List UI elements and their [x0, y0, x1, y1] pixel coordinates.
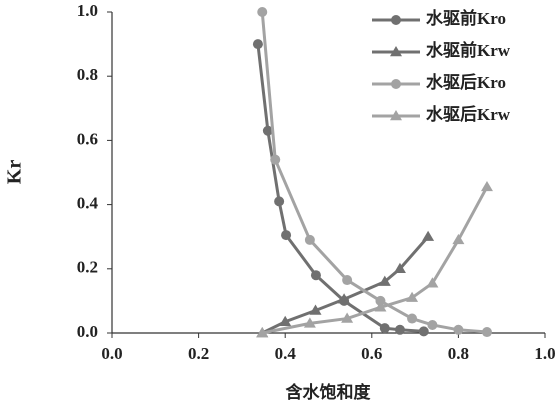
- data-point: [481, 327, 492, 338]
- data-point: [427, 319, 438, 330]
- y-tick-label: 1.0: [77, 1, 98, 20]
- x-tick-label: 0.0: [101, 344, 122, 363]
- series-line: [261, 186, 489, 335]
- legend-label: 水驱后Krw: [426, 104, 511, 124]
- y-tick-label: 0.0: [77, 322, 98, 341]
- data-point: [407, 313, 418, 324]
- data-point: [375, 295, 386, 306]
- data-point: [256, 327, 269, 338]
- data-point: [338, 293, 351, 304]
- data-point: [422, 230, 435, 241]
- data-point: [279, 315, 292, 326]
- data-point: [374, 301, 387, 312]
- legend-marker: [391, 15, 401, 25]
- data-point: [303, 317, 316, 328]
- x-tick-label: 0.8: [448, 344, 469, 363]
- data-point: [310, 270, 321, 281]
- y-tick-label: 0.8: [77, 65, 98, 84]
- data-point: [394, 324, 405, 335]
- y-tick-label: 0.4: [77, 194, 99, 213]
- y-tick-label: 0.6: [77, 129, 98, 148]
- legend-label: 水驱后Kro: [426, 72, 506, 92]
- data-point: [262, 125, 273, 136]
- legend-marker: [391, 79, 401, 89]
- data-point: [480, 180, 493, 192]
- data-point: [418, 326, 429, 337]
- y-tick-label: 0.2: [77, 258, 98, 277]
- x-tick-label: 0.2: [188, 344, 209, 363]
- y-axis-label: Kr: [4, 160, 26, 185]
- data-point: [452, 233, 465, 245]
- data-point: [342, 275, 353, 286]
- x-tick-label: 1.0: [534, 344, 555, 363]
- data-point: [274, 196, 285, 207]
- legend-marker: [390, 46, 402, 57]
- data-point: [393, 262, 406, 273]
- x-axis-label: 含水饱和度: [286, 382, 372, 402]
- data-point: [281, 230, 292, 241]
- data-point: [379, 323, 390, 334]
- data-point: [341, 312, 354, 323]
- data-point: [257, 7, 268, 17]
- data-point: [252, 39, 263, 50]
- data-point: [270, 154, 281, 165]
- x-tick-label: 0.4: [275, 344, 297, 363]
- legend-marker: [390, 110, 402, 121]
- legend-label: 水驱前Krw: [426, 40, 511, 60]
- data-point: [453, 324, 464, 335]
- data-point: [378, 275, 391, 286]
- data-point: [309, 304, 322, 315]
- data-point: [406, 291, 419, 302]
- legend-label: 水驱前Kro: [426, 8, 506, 28]
- data-point: [426, 277, 439, 288]
- data-point: [304, 234, 315, 245]
- series-line: [260, 11, 488, 334]
- x-tick-label: 0.6: [361, 344, 382, 363]
